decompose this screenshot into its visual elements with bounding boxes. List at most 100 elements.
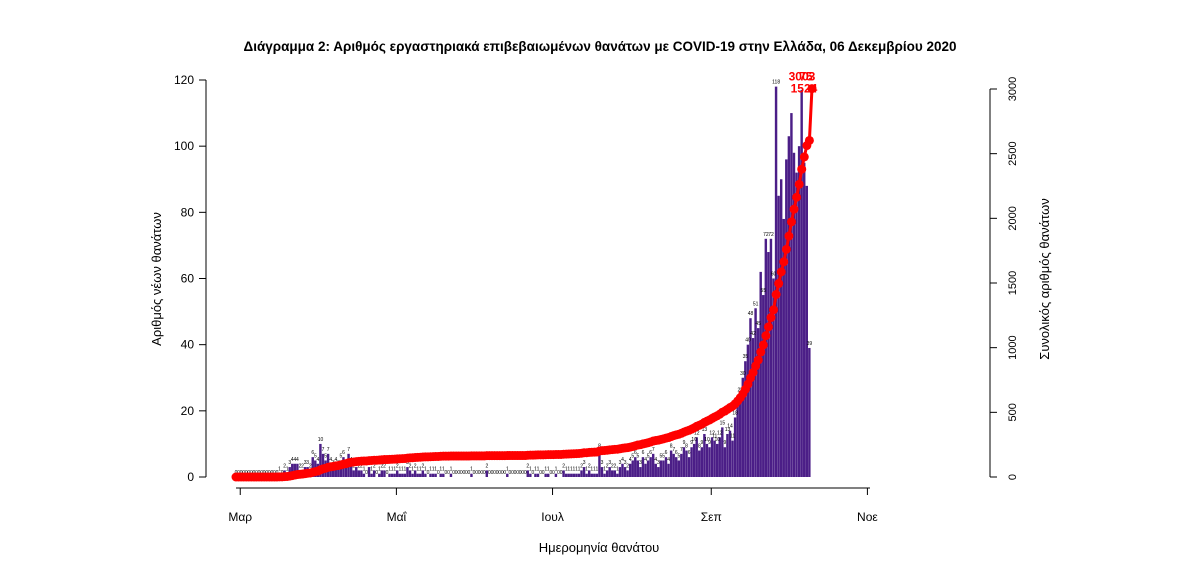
bar-value-label: 1 (370, 467, 373, 473)
daily-death-bar (449, 473, 453, 477)
bar-value-label: 2 (526, 463, 529, 469)
bar-value-label: 1 (434, 467, 437, 473)
daily-death-bar (754, 308, 757, 477)
y-axis-label-right: Συνολικός αριθμός θανάτων (1037, 198, 1052, 359)
cumulative-point (776, 267, 786, 277)
bar-value-label: 0 (532, 470, 535, 476)
bar-value-label: 3 (657, 460, 660, 466)
bar-value-label: 1 (616, 467, 619, 473)
bar-value-label: 0 (365, 470, 368, 476)
daily-death-bar (777, 195, 780, 478)
daily-death-bar (646, 460, 650, 477)
bar-value-label: 118 (772, 80, 780, 86)
daily-death-bar (756, 328, 760, 478)
daily-death-bar (736, 404, 739, 477)
bar-value-label: 0 (511, 470, 514, 476)
cumulative-point (753, 355, 763, 365)
bar-value-label: 72 (768, 232, 774, 238)
daily-death-bar (692, 443, 696, 477)
bar-value-label: 2 (357, 463, 360, 469)
x-tick-label: Νοε (857, 510, 878, 524)
daily-death-bar (715, 443, 719, 477)
y-tick-label-left: 20 (181, 404, 195, 418)
bar-value-label: 2 (409, 463, 412, 469)
bar-value-label: 0 (496, 470, 499, 476)
bar-value-label: 5 (662, 453, 665, 459)
daily-death-bar (355, 467, 358, 477)
bar-value-label: 6 (688, 450, 691, 456)
bar-value-label: 1 (439, 467, 442, 473)
y-tick-label-right: 500 (1007, 403, 1019, 421)
daily-death-bar (398, 473, 401, 477)
daily-death-bar (641, 457, 645, 477)
bar-value-label: 0 (375, 470, 378, 476)
bar-value-label: 15 (720, 420, 726, 426)
daily-death-bar (577, 473, 581, 477)
y-tick-label-left: 100 (174, 139, 194, 153)
bar-value-label: 1 (578, 467, 581, 473)
bar-value-label: 0 (452, 470, 455, 476)
daily-death-bar (639, 467, 642, 477)
daily-death-bar (733, 417, 737, 477)
daily-death-bar (787, 136, 791, 478)
bar-value-label: 4 (667, 457, 670, 463)
bar-value-label: 2 (611, 463, 614, 469)
daily-death-bar (628, 463, 632, 477)
bar-value-label: 1 (432, 467, 435, 473)
daily-death-bar (623, 467, 627, 477)
bar-value-label: 51 (753, 301, 759, 307)
x-tick-label: Σεπ (701, 510, 722, 524)
bar-value-label: 1 (596, 467, 599, 473)
daily-death-bar (703, 433, 706, 477)
bar-value-label: 1 (393, 467, 396, 473)
daily-death-bar (611, 470, 614, 477)
cumulative-point (799, 152, 809, 162)
daily-death-bar (311, 457, 314, 477)
bar-value-label: 0 (386, 470, 389, 476)
bar-value-label: 0 (478, 470, 481, 476)
x-tick-label: Μαρ (228, 510, 252, 524)
cumulative-point (786, 217, 796, 227)
daily-death-bar (544, 473, 547, 477)
bar-value-label: 5 (324, 453, 327, 459)
daily-death-bar (795, 172, 798, 477)
bar-value-label: 4 (334, 457, 337, 463)
bar-value-label: 1 (534, 467, 537, 473)
daily-death-bar (572, 473, 576, 477)
daily-death-bar (657, 467, 660, 477)
bar-value-label: 1 (537, 467, 540, 473)
bar-value-label: 30 (740, 371, 746, 377)
y-tick-label-left: 120 (174, 73, 194, 87)
y-tick-label-left: 60 (181, 272, 195, 286)
annotation-label: 75 (799, 70, 813, 84)
bar-value-label: 0 (473, 470, 476, 476)
daily-death-bar (357, 470, 361, 477)
daily-death-bar (721, 427, 724, 478)
bar-value-label: 3 (288, 460, 291, 466)
bar-value-label: 3 (608, 460, 611, 466)
cumulative-point (784, 231, 794, 241)
bar-value-label: 7 (347, 447, 350, 453)
daily-death-bar (575, 473, 578, 477)
bar-value-label: 12 (694, 430, 700, 436)
bar-value-label: 35 (743, 354, 749, 360)
bar-value-label: 1 (506, 467, 509, 473)
bar-value-label: 0 (539, 470, 542, 476)
bar-value-label: 6 (642, 450, 645, 456)
daily-death-bar (406, 467, 409, 477)
bar-value-label: 1 (416, 467, 419, 473)
daily-death-bar (372, 470, 376, 477)
daily-death-bar (349, 463, 353, 477)
bar-value-label: 13 (702, 427, 708, 433)
daily-death-bar (344, 467, 348, 477)
cumulative-point (769, 305, 779, 315)
bar-value-label: 9 (724, 440, 727, 446)
bar-value-label: 0 (521, 470, 524, 476)
daily-death-bar (767, 252, 770, 477)
cumulative-point (771, 290, 781, 300)
bar-value-label: 7 (327, 447, 330, 453)
bar-value-label: 3 (619, 460, 622, 466)
daily-death-bar (380, 470, 384, 477)
bar-value-label: 2 (421, 463, 424, 469)
bar-value-label: 0 (516, 470, 519, 476)
